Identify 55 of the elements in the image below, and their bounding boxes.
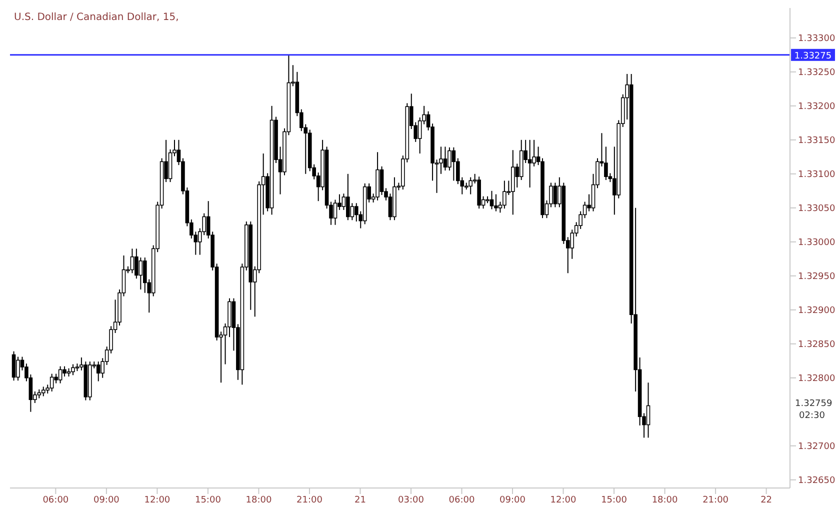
candlestick <box>96 361 100 382</box>
y-tick-label: 1.32800 <box>798 374 836 384</box>
candlestick <box>130 248 134 274</box>
chart-title: U.S. Dollar / Canadian Dollar, 15, <box>14 12 179 23</box>
candlestick <box>418 116 422 154</box>
x-tick-label: 06:00 <box>42 495 69 506</box>
y-tick-label: 1.32950 <box>798 272 836 282</box>
candlestick <box>380 166 384 196</box>
x-tick-label: 09:00 <box>93 495 120 506</box>
y-tick-label: 1.33150 <box>798 136 836 146</box>
candlestick <box>333 199 338 226</box>
candlestick <box>58 366 62 384</box>
x-tick-label: 12:00 <box>144 495 170 506</box>
candlestick <box>50 373 54 392</box>
x-tick-label: 12:00 <box>550 495 577 506</box>
y-tick-label: 1.33300 <box>798 34 836 44</box>
x-tick-label: 21 <box>354 495 366 506</box>
x-tick-label: 03:00 <box>398 495 424 506</box>
x-tick-label: 18:00 <box>652 495 678 506</box>
candlestick <box>12 350 16 382</box>
x-tick-label: 18:00 <box>246 495 272 506</box>
x-tick-label: 15:00 <box>194 495 222 506</box>
candlestick <box>528 139 532 188</box>
candlestick <box>452 146 456 182</box>
candlestick <box>604 146 608 181</box>
y-tick-label: 1.33250 <box>798 68 836 78</box>
y-tick-label: 1.32700 <box>798 442 836 452</box>
candlestick <box>16 356 20 382</box>
candlestick <box>502 180 506 210</box>
x-tick-label: 21:00 <box>702 495 729 506</box>
candlestick <box>346 173 350 221</box>
x-tick-label: 21:00 <box>296 495 323 506</box>
candlestick <box>138 257 143 290</box>
x-tick-label: 09:00 <box>500 495 526 506</box>
x-tick-label: 22 <box>760 495 772 506</box>
candlestick <box>553 182 558 208</box>
candlestick <box>468 176 472 195</box>
candlestick <box>71 364 75 376</box>
x-tick-label: 15:00 <box>601 495 628 506</box>
y-tick-label: 1.32850 <box>798 340 836 350</box>
candlestick <box>62 366 66 377</box>
y-tick-label: 1.32650 <box>798 476 836 486</box>
y-tick-label: 1.33100 <box>798 170 836 180</box>
x-tick-label: 06:00 <box>448 495 475 506</box>
y-tick-label: 1.33000 <box>798 238 836 248</box>
candlestick <box>443 146 448 171</box>
candlestick <box>494 194 498 212</box>
y-tick-label: 1.33200 <box>798 102 836 112</box>
y-tick-label: 1.32900 <box>798 306 836 316</box>
text: 1.32759 <box>795 398 832 410</box>
candlestick <box>646 382 650 438</box>
ref-line-label: 1.33275 <box>794 51 832 62</box>
text: 02:30 <box>798 410 826 422</box>
candlestick <box>41 386 46 397</box>
y-tick-label: 1.33050 <box>798 204 836 214</box>
